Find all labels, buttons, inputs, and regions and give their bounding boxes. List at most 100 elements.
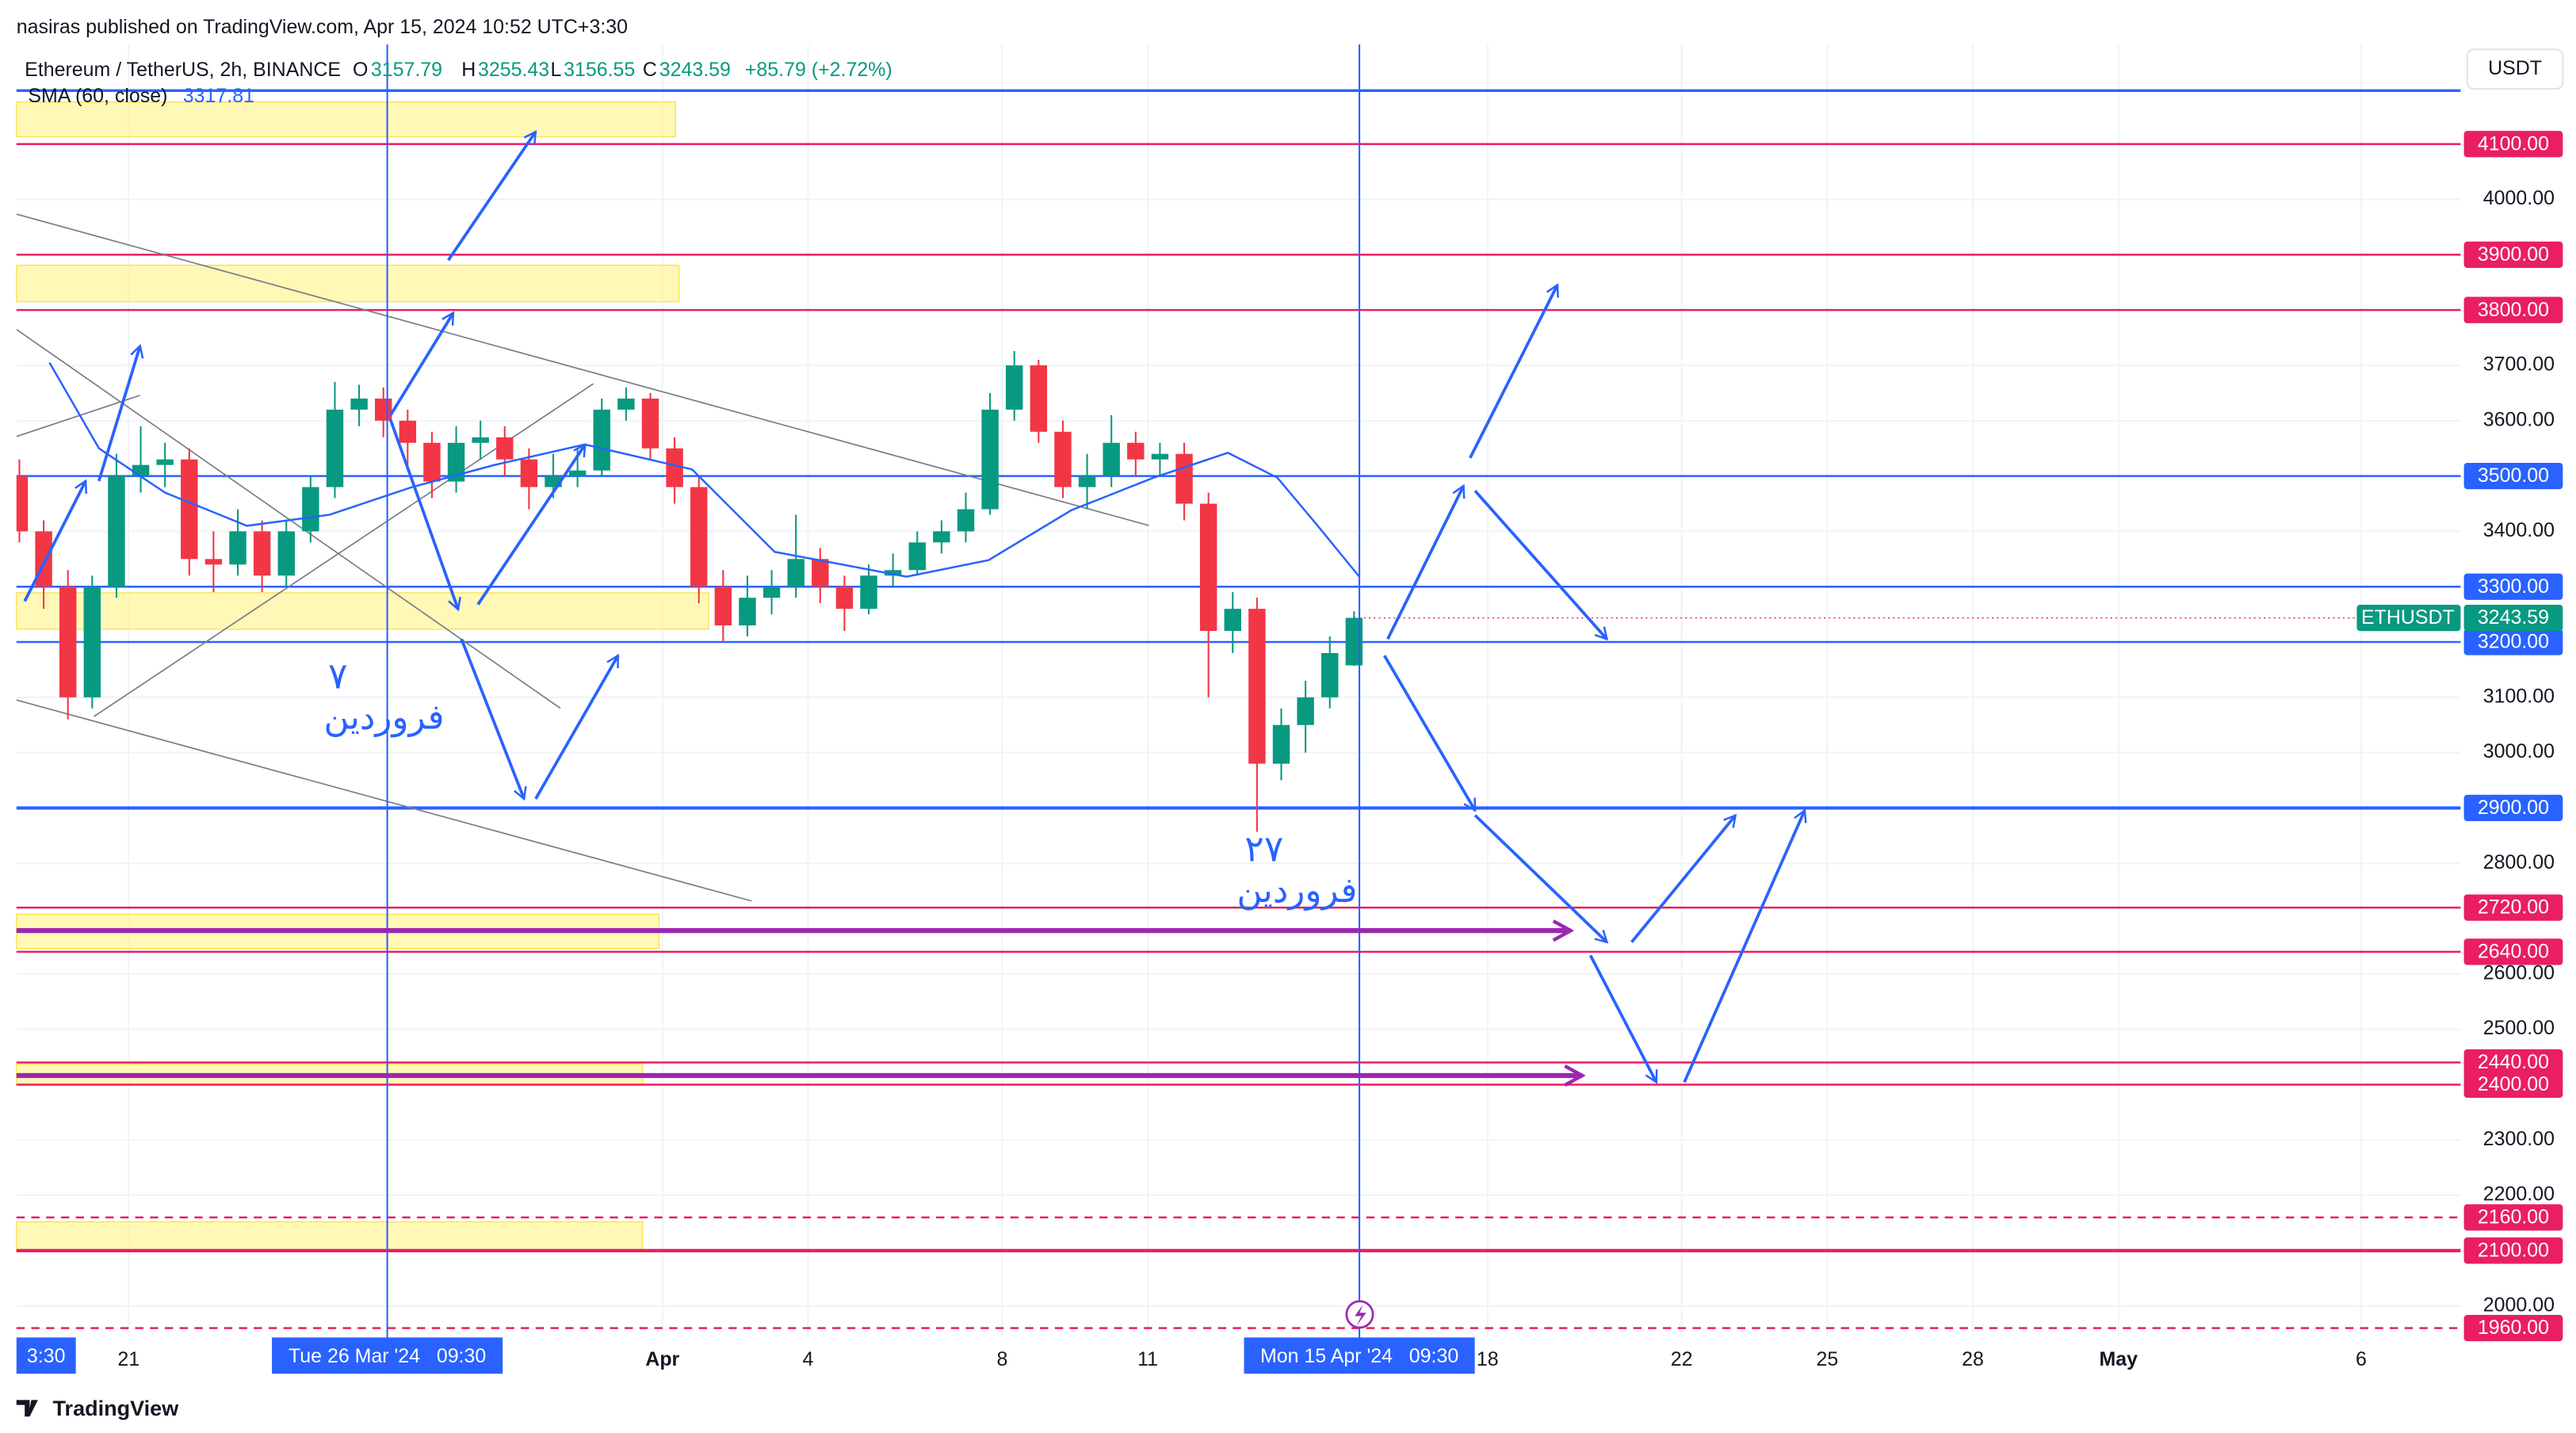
logo	[16, 1400, 38, 1417]
candle-body	[472, 437, 489, 443]
publisher: nasiras published on TradingView.com, Ap…	[17, 16, 628, 38]
level-label-box	[2463, 938, 2563, 965]
level-label: 2640.00	[2478, 941, 2549, 963]
trend-line	[16, 699, 752, 902]
x-tick-label: 11	[1137, 1348, 1158, 1370]
left-time-box	[16, 1337, 76, 1374]
candle-body	[593, 409, 610, 471]
event-icon[interactable]	[1345, 1300, 1374, 1329]
legend-change: +85.79 (+2.72%)	[745, 59, 892, 81]
y-tick-label: 3100.00	[2483, 685, 2555, 707]
candle-body	[496, 437, 514, 460]
x-tick-label: 22	[1671, 1348, 1693, 1370]
event-bolt[interactable]	[1355, 1304, 1366, 1326]
candle-body	[1151, 453, 1169, 460]
candle-body	[957, 509, 975, 532]
arrow	[1473, 490, 1609, 641]
candles	[16, 350, 1363, 832]
x-tick-label: 18	[1477, 1348, 1499, 1370]
level-label: 3900.00	[2478, 243, 2549, 266]
annotation-month: فروردین	[324, 698, 445, 738]
level-label-box	[2463, 629, 2563, 655]
y-tick-label: 3700.00	[2483, 353, 2555, 376]
footer: TradingView	[16, 1397, 180, 1420]
arrow	[1469, 283, 1559, 459]
arrow	[1588, 954, 1658, 1084]
candle-body	[204, 559, 223, 565]
arrow	[1386, 483, 1466, 640]
arrow	[97, 343, 144, 482]
y-tick-label: 3000.00	[2483, 740, 2555, 762]
zone	[16, 101, 676, 138]
candle-body	[787, 559, 805, 587]
brand: TradingView	[53, 1397, 180, 1420]
candle-body	[884, 570, 902, 576]
legend-letter: C	[643, 59, 657, 81]
candle-body	[1030, 365, 1048, 432]
sma-line	[48, 361, 1361, 578]
legend-value: 3255.43	[478, 59, 549, 81]
legend-value: 3156.55	[564, 59, 635, 81]
candle-body	[1054, 431, 1072, 487]
currency[interactable]: USDT	[2488, 57, 2542, 79]
last-price: 3243.59	[2478, 606, 2549, 629]
arrow	[447, 130, 537, 262]
x-tick-label: 25	[1816, 1348, 1838, 1370]
candle-body	[108, 476, 125, 587]
x-tick-label: 8	[996, 1348, 1007, 1370]
last-name: ETHUSDT	[2361, 606, 2455, 629]
level-label-box	[2463, 296, 2563, 323]
arrow	[389, 419, 461, 612]
legend-value: 3157.79	[371, 59, 442, 81]
candle-body	[933, 531, 950, 543]
level-label-box	[2463, 462, 2563, 490]
crosshair-label-box	[272, 1337, 503, 1374]
candle-body	[641, 398, 659, 449]
level-label: 3300.00	[2478, 575, 2549, 598]
legend-letter: H	[461, 59, 476, 81]
currency-box[interactable]	[2466, 48, 2564, 90]
arrow	[1473, 814, 1609, 944]
candle-body	[908, 542, 926, 571]
level-label: 4100.00	[2478, 132, 2549, 155]
candle-body	[1321, 652, 1339, 697]
sma-value: 3317.81	[183, 85, 254, 107]
x-tick-label: Apr	[645, 1348, 679, 1370]
grid	[16, 44, 2461, 1338]
candle-body	[762, 587, 781, 598]
level-label: 1960.00	[2478, 1316, 2549, 1339]
level-label-box	[2463, 794, 2563, 822]
level-label: 2160.00	[2478, 1206, 2549, 1229]
candle-body	[423, 442, 441, 482]
candle-body	[520, 459, 538, 487]
candle-body	[1175, 453, 1193, 504]
sma-name: SMA (60, close)	[28, 85, 167, 107]
arrows	[16, 130, 1807, 1087]
y-tick-label: 2300.00	[2483, 1128, 2555, 1150]
last-price-box	[2463, 604, 2563, 632]
x-tick-label: 4	[803, 1348, 814, 1370]
arrow	[23, 479, 87, 602]
candle-body	[229, 531, 247, 565]
y-tick-label: 4000.00	[2483, 187, 2555, 209]
annotation-day: ۷	[328, 655, 348, 696]
candle-body	[1248, 609, 1266, 764]
candle-body	[835, 587, 854, 610]
arrow	[389, 311, 455, 416]
level-label-box	[2463, 1049, 2563, 1076]
level-label-box	[2463, 131, 2563, 158]
arrow	[1630, 813, 1737, 943]
candle-body	[1297, 697, 1314, 725]
arrow	[476, 442, 587, 606]
x-tick-label: May	[2099, 1348, 2138, 1370]
candle-body	[1103, 442, 1120, 476]
arrow	[1683, 808, 1807, 1083]
x-tick-label: 21	[117, 1348, 140, 1370]
level-label-box	[2463, 894, 2563, 921]
y-tick-label: 2200.00	[2483, 1183, 2555, 1206]
zone	[16, 592, 709, 630]
level-label-box	[2463, 241, 2563, 268]
candle-body	[326, 409, 344, 487]
candle-body	[714, 587, 732, 626]
